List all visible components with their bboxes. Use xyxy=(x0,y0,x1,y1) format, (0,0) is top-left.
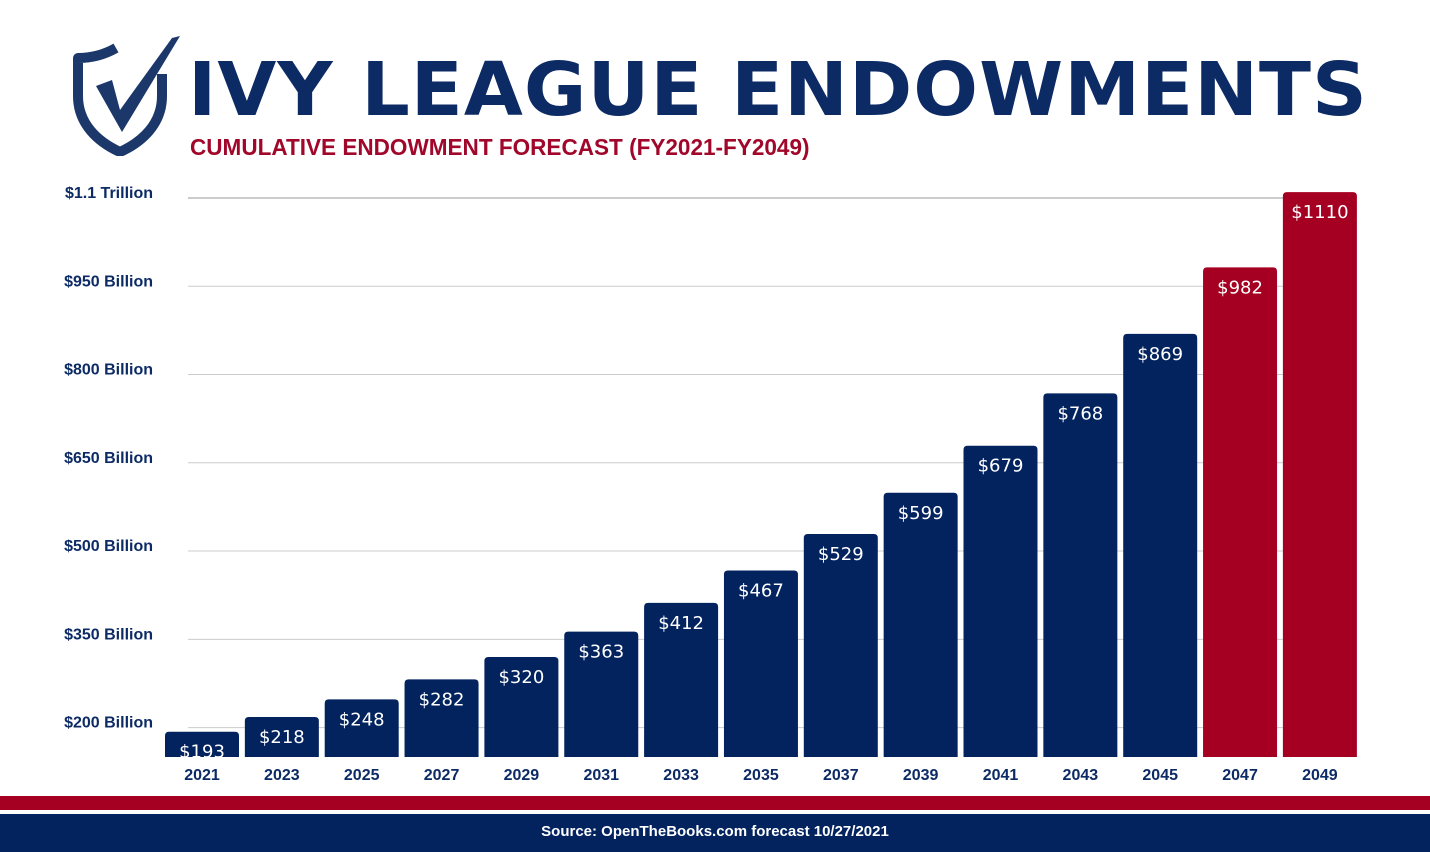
data-label: $467 xyxy=(738,580,784,601)
x-tick-label: 2049 xyxy=(1302,767,1338,784)
page-title: IVY LEAGUE ENDOWMENTS xyxy=(188,47,1368,133)
y-tick-label: $650 Billion xyxy=(64,450,153,467)
bar-2033 xyxy=(644,602,719,757)
shield-checkmark-icon xyxy=(73,36,180,156)
bar-chart: $200 Billion $350 Billion $500 Billion $650… xyxy=(64,185,1357,784)
x-tick-label: 2031 xyxy=(583,767,619,784)
bar-2029 xyxy=(484,656,559,757)
data-label: $529 xyxy=(818,544,864,565)
y-tick-label: $200 Billion xyxy=(64,715,153,732)
data-label: $248 xyxy=(339,709,385,730)
bar-2047 xyxy=(1203,267,1278,757)
y-tick-label: $800 Billion xyxy=(64,362,153,379)
footer-navy-band xyxy=(0,814,1430,852)
data-label: $218 xyxy=(259,727,305,748)
data-label: $869 xyxy=(1137,344,1183,365)
data-label: $193 xyxy=(179,742,225,763)
x-tick-label: 2025 xyxy=(344,767,380,784)
x-tick-label: 2021 xyxy=(184,767,220,784)
bar-2025 xyxy=(324,699,399,757)
data-label: $679 xyxy=(978,456,1024,477)
bar-2037 xyxy=(803,533,878,757)
data-label: $982 xyxy=(1217,277,1263,298)
bar-2041 xyxy=(963,445,1038,757)
bar-2023 xyxy=(244,716,319,757)
bar-2035 xyxy=(723,570,798,757)
data-label: $599 xyxy=(898,503,944,524)
data-label: $768 xyxy=(1057,403,1103,424)
x-tick-label: 2037 xyxy=(823,767,859,784)
x-tick-label: 2043 xyxy=(1063,767,1099,784)
data-label: $412 xyxy=(658,613,704,634)
x-tick-label: 2041 xyxy=(983,767,1019,784)
bar-2045 xyxy=(1123,333,1198,757)
footer-red-band xyxy=(0,796,1430,810)
bar-2039 xyxy=(883,492,958,757)
y-tick-label: $350 Billion xyxy=(64,626,153,643)
page-subtitle: CUMULATIVE ENDOWMENT FORECAST (FY2021-FY… xyxy=(190,134,810,160)
x-tick-label: 2023 xyxy=(264,767,300,784)
bar-2049 xyxy=(1282,192,1357,757)
x-tick-label: 2029 xyxy=(504,767,540,784)
bar-2021 xyxy=(165,731,239,757)
x-tick-label: 2045 xyxy=(1142,767,1178,784)
data-label: $1110 xyxy=(1291,202,1348,223)
data-label: $282 xyxy=(419,689,465,710)
x-tick-label: 2027 xyxy=(424,767,460,784)
x-tick-label: 2047 xyxy=(1222,767,1258,784)
x-tick-label: 2035 xyxy=(743,767,779,784)
bar-2043 xyxy=(1043,393,1118,757)
bar-2031 xyxy=(564,631,639,757)
source-note: Source: OpenTheBooks.com forecast 10/27/… xyxy=(541,823,889,840)
bar-2027 xyxy=(404,679,479,757)
data-label: $320 xyxy=(498,667,544,688)
x-tick-label: 2033 xyxy=(663,767,699,784)
x-tick-label: 2039 xyxy=(903,767,939,784)
data-label: $363 xyxy=(578,642,624,663)
y-tick-label: $500 Billion xyxy=(64,538,153,555)
y-tick-label: $950 Billion xyxy=(64,273,153,290)
y-tick-label: $1.1 Trillion xyxy=(65,185,153,202)
